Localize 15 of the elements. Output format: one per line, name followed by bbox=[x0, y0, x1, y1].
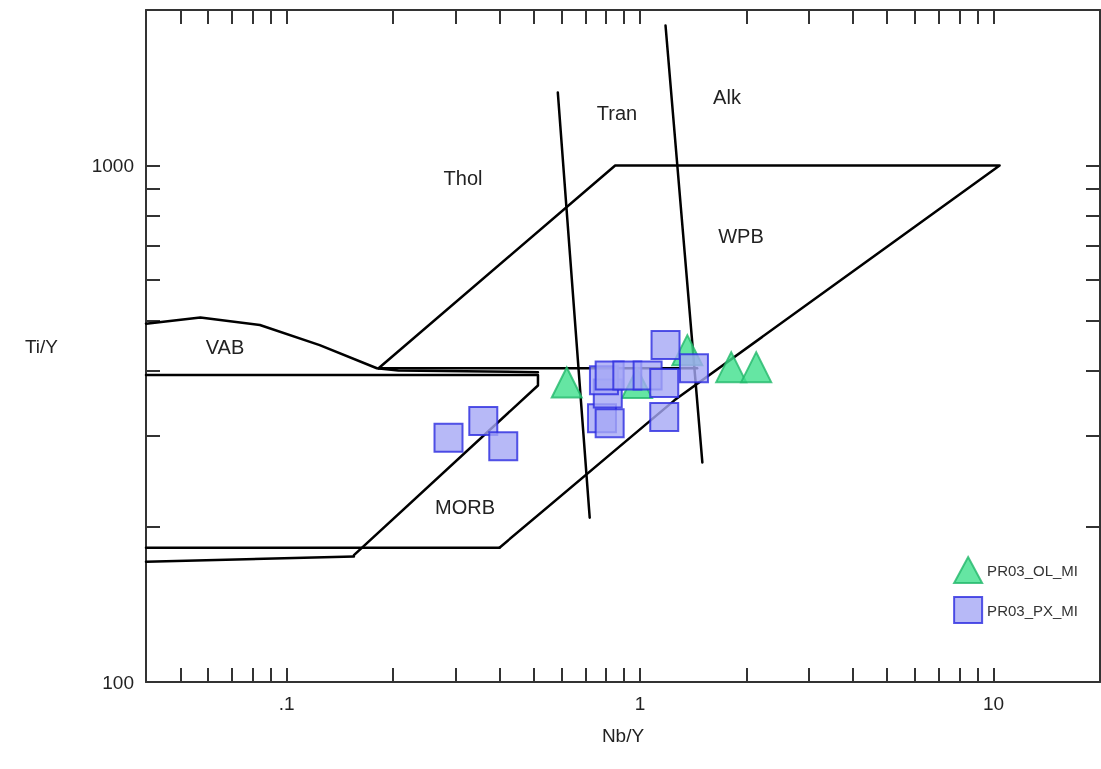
x-tick-label: 1 bbox=[634, 693, 646, 714]
legend-label: PR03_OL_MI bbox=[987, 561, 1079, 579]
annotation: MORB bbox=[435, 496, 495, 518]
annotation: VAB bbox=[205, 336, 245, 358]
y-axis-title: Ti/Y bbox=[24, 335, 59, 357]
x-tick-label: .1 bbox=[278, 693, 295, 714]
annotation: Thol bbox=[443, 167, 483, 189]
x-axis-title: Nb/Y bbox=[601, 725, 645, 746]
annotation: WPB bbox=[718, 225, 764, 247]
annotation: Alk bbox=[713, 86, 742, 108]
annotation: Tran bbox=[596, 102, 638, 124]
x-tick-label: 10 bbox=[983, 693, 1005, 714]
y-tick-label: 100 bbox=[102, 671, 134, 693]
y-tick-label: 1000 bbox=[91, 154, 134, 176]
legend-label: PR03_PX_MI bbox=[987, 601, 1079, 619]
